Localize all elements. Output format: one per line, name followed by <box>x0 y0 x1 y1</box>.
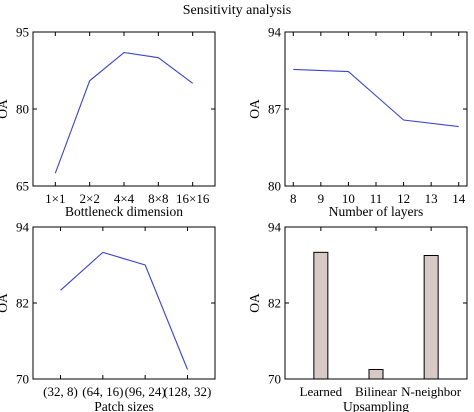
chart-panel-4: 70 82 94 Learned Bilinear N-neighborUpsamplin… <box>247 220 468 412</box>
chart-2-axes-frame <box>284 31 468 187</box>
chart-panel-3: 70 82 94 (32, 8) (64, 16) (96, 24)(128, 32) Pa… <box>0 220 216 412</box>
chart-2-y-axis-label: OA <box>247 99 262 119</box>
chart-4-bar <box>368 369 384 380</box>
chart-2-series-line <box>293 68 459 128</box>
chart-3-x-tick-label: (96, 24) <box>125 384 166 399</box>
chart-1-x-tick-label: 1×1 <box>45 191 65 206</box>
chart-3-series-line <box>60 251 188 370</box>
chart-1-x-tick-label: 8×8 <box>148 191 168 206</box>
chart-3-y-axis-label: OA <box>0 293 10 313</box>
chart-4-axes-frame <box>284 226 468 380</box>
figure-title: Sensitivity analysis <box>183 3 292 18</box>
chart-4-y-axis-label: OA <box>247 293 262 313</box>
chart-1-x-tick-label: 4×4 <box>114 191 135 206</box>
chart-3-x-tick-label: (32, 8) <box>43 384 78 399</box>
chart-1-x-tick-label: 2×2 <box>79 191 99 206</box>
chart-2-x-tick-label: 14 <box>452 191 466 206</box>
chart-1-x-axis-label: Bottleneck dimension <box>65 204 183 219</box>
chart-3-y-tick-label: 94 <box>16 220 30 235</box>
chart-4-x-tick-label: Bilinear <box>355 384 398 399</box>
chart-4-y-tick-label: 82 <box>268 296 281 311</box>
chart-1-y-tick-label: 80 <box>16 102 29 117</box>
chart-1-y-tick-label: 95 <box>16 25 29 40</box>
chart-2-x-tick-label: 8 <box>290 191 297 206</box>
chart-2-x-tick-label: 9 <box>318 191 325 206</box>
chart-1-y-axis-label: OA <box>0 99 10 119</box>
chart-4-y-tick-label: 70 <box>268 372 281 387</box>
chart-4-bar <box>313 251 329 380</box>
chart-2-x-tick-label: 13 <box>425 191 438 206</box>
chart-3-axes-frame <box>32 226 216 380</box>
chart-3-y-tick-label: 82 <box>16 296 29 311</box>
chart-2-x-tick-label: 11 <box>370 191 383 206</box>
chart-3-x-tick-label: (64, 16) <box>82 384 123 399</box>
chart-3-x-tick-label: (128, 32) <box>164 384 212 399</box>
chart-3-y-tick-label: 70 <box>16 372 29 387</box>
chart-2-x-axis-label: Number of layers <box>329 204 423 219</box>
chart-3-x-axis-label: Patch sizes <box>94 399 154 412</box>
chart-1-y-tick-label: 65 <box>16 179 29 194</box>
chart-2-x-tick-label: 10 <box>342 191 355 206</box>
chart-4-bar <box>423 255 439 380</box>
chart-2-y-tick-label: 80 <box>268 179 281 194</box>
chart-panel-2: 80 87 94 8 9 10 11 12 13 14 Number of layers OA <box>247 25 468 219</box>
chart-4-y-tick-label: 94 <box>268 220 282 235</box>
chart-2-y-tick-label: 87 <box>268 102 282 117</box>
chart-4-x-axis-label: Upsampling <box>343 399 409 412</box>
chart-1-x-tick-label: 16×16 <box>176 191 210 206</box>
chart-1-series-line <box>54 51 194 174</box>
chart-4-x-tick-label: N-neighbor <box>401 384 462 399</box>
chart-1-axes-frame <box>32 31 216 187</box>
chart-4-x-tick-label: Learned <box>300 384 343 399</box>
chart-2-x-tick-label: 12 <box>397 191 410 206</box>
chart-2-y-tick-label: 94 <box>268 25 282 40</box>
